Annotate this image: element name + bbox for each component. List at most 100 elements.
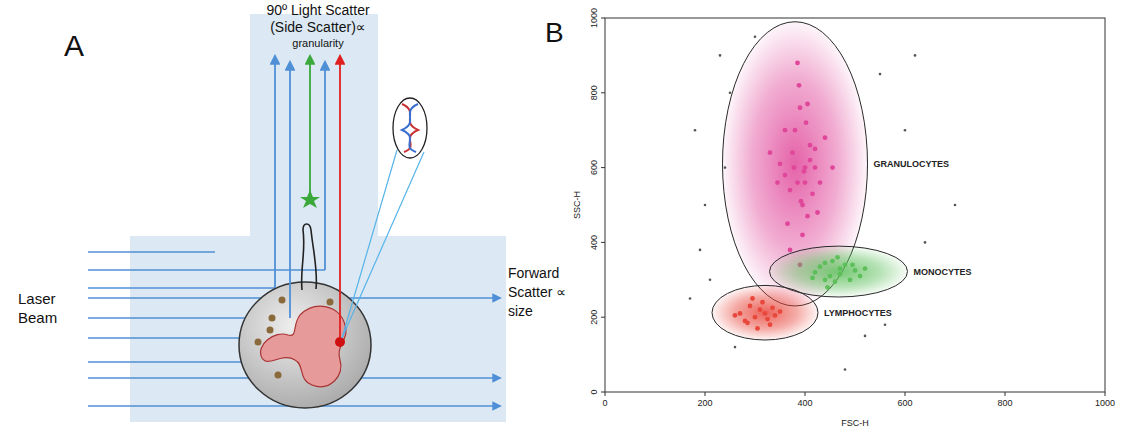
population-points (733, 296, 783, 331)
x-tick (1005, 392, 1006, 396)
point (813, 270, 818, 275)
point (788, 188, 793, 193)
point (843, 262, 848, 267)
population-points (768, 60, 835, 267)
point (778, 161, 783, 166)
point (788, 247, 793, 252)
x-tick (705, 392, 706, 396)
point (773, 313, 778, 318)
point (879, 73, 882, 76)
point (810, 191, 815, 196)
point (823, 261, 828, 266)
point (768, 322, 773, 327)
point (783, 128, 788, 133)
y-tick (601, 317, 605, 318)
x-tick (905, 392, 906, 396)
x-tick-label: 200 (697, 398, 712, 408)
forward-scatter-label: Scatter ∝ (508, 284, 566, 300)
point (954, 204, 957, 207)
point (760, 300, 765, 305)
callout-line (342, 150, 397, 338)
forward-scatter-label: size (508, 303, 533, 319)
side-scatter-region (250, 14, 378, 236)
point (748, 304, 753, 309)
point (792, 165, 797, 170)
callout-line (342, 152, 424, 338)
y-tick-label: 400 (589, 235, 599, 250)
side-scatter-ray (324, 62, 326, 270)
x-tick (605, 392, 606, 396)
side-scatter-ray (274, 56, 276, 288)
point (808, 158, 813, 163)
point (800, 233, 805, 238)
point (778, 309, 783, 314)
point (818, 264, 823, 269)
point (734, 346, 737, 349)
beam-region (130, 236, 506, 422)
point (768, 150, 773, 155)
point (738, 311, 743, 316)
granule (269, 315, 276, 322)
granule (327, 299, 334, 306)
y-tick-label: 1000 (589, 8, 599, 28)
side-scatter-label: (Side Scatter)∝ (270, 19, 366, 35)
surface-antibody (302, 224, 317, 290)
point (694, 129, 697, 132)
laser-label: Laser (18, 290, 56, 307)
point (914, 54, 917, 57)
fluorescence-ray (309, 56, 311, 198)
point (750, 296, 755, 301)
point (793, 128, 798, 133)
gate-label: LYMPHOCYTES (824, 308, 892, 318)
point (823, 277, 828, 282)
point (785, 221, 790, 226)
y-tick-label: 800 (589, 85, 599, 100)
population-points (810, 255, 867, 290)
x-tick-label: 600 (897, 398, 912, 408)
point (704, 204, 707, 207)
plot-area (689, 22, 957, 371)
laser-label: Beam (18, 309, 57, 326)
laser-ray (88, 287, 275, 289)
point (803, 180, 808, 185)
point (853, 268, 858, 273)
point (863, 266, 868, 271)
granule (279, 297, 286, 304)
point (753, 315, 758, 320)
dna-strand (402, 104, 418, 152)
point (804, 120, 809, 125)
fluorophore (300, 190, 320, 208)
panel-b: B0200400600800100002004006008001000FSC-H… (545, 8, 1115, 428)
point (729, 92, 732, 95)
point (795, 180, 800, 185)
point (699, 249, 702, 252)
x-axis-title: FSC-H (841, 418, 869, 428)
point (763, 311, 768, 316)
point (828, 274, 833, 279)
panel-letter: B (545, 17, 564, 48)
y-tick-label: 0 (589, 389, 599, 394)
point (798, 105, 803, 110)
point (833, 279, 838, 284)
y-tick (601, 242, 605, 243)
laser-ray (88, 337, 262, 339)
figure: A90º Light Scatter(Side Scatter)∝granula… (0, 0, 1130, 434)
point (758, 307, 763, 312)
dna-strand (402, 104, 418, 152)
point (838, 266, 843, 271)
point (830, 165, 835, 170)
point (805, 102, 810, 107)
point (802, 169, 807, 174)
side-scatter-label: granularity (292, 37, 344, 49)
gate-label: MONOCYTES (914, 267, 972, 277)
granule (267, 327, 274, 334)
side-scatter-ray (289, 62, 291, 318)
point (835, 255, 840, 260)
fluorescence-ray (339, 56, 341, 338)
point (754, 35, 757, 38)
panel-letter: A (64, 29, 84, 62)
gate-labels: GRANULOCYTESMONOCYTESLYMPHOCYTES (824, 159, 972, 318)
y-axis-title: SSC-H (572, 191, 582, 219)
cell (239, 282, 371, 408)
point (795, 60, 800, 65)
